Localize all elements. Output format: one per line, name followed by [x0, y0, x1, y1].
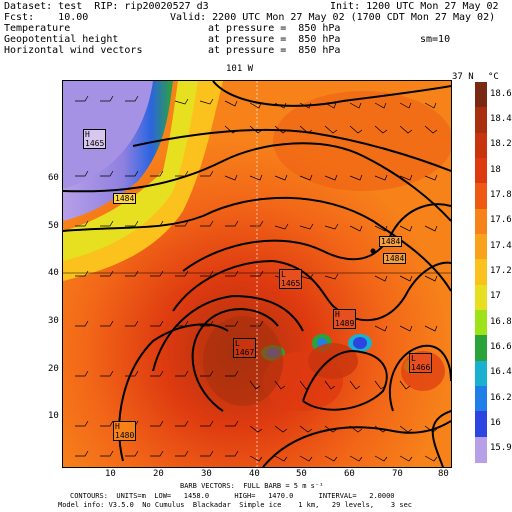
x-tick-20: 20 [153, 469, 164, 479]
height-label-1484-east-b: 1484 [383, 253, 407, 264]
height-label-h-1465: H 1465 [83, 129, 107, 149]
colorbar-swatch [475, 259, 487, 286]
colorbar-label: 16.2 [490, 392, 512, 403]
x-tick-70: 70 [392, 469, 403, 479]
colorbar-swatch [475, 132, 487, 159]
colorbar-label: 16.4 [490, 367, 512, 378]
colorbar-unit: °C [488, 72, 499, 82]
smoothing-label: sm=10 [420, 34, 451, 45]
colorbar-swatch [475, 436, 487, 463]
height-label-1484-west: 1484 [113, 193, 137, 204]
colorbar-swatch [475, 107, 487, 134]
x-tick-60: 60 [344, 469, 355, 479]
colorbar-swatch [475, 158, 487, 184]
colorbar-label: 17 [490, 291, 501, 302]
temperature-field [63, 81, 451, 467]
fcst-label: Fcst: 10.00 [4, 12, 89, 23]
colorbar-swatch [475, 284, 487, 311]
y-tick-60: 60 [48, 173, 59, 183]
init-label: Init: 1200 UTC Mon 27 May 02 [330, 1, 499, 12]
field-temperature-label: Temperature [4, 23, 71, 34]
colorbar-swatch [475, 335, 487, 362]
top-lon-label: 101 W [226, 64, 254, 74]
height-label-l-1467: L 1467 [233, 338, 257, 358]
colorbar-label: 16.8 [490, 316, 512, 327]
colorbar-label: 15.9 [490, 443, 512, 454]
colorbar-label: 18.6 [490, 88, 512, 99]
dataset-label: Dataset: test RIP: rip20020527 d3 [4, 1, 209, 12]
y-tick-20: 20 [48, 364, 59, 374]
colorbar-swatch [475, 386, 487, 412]
colorbar-label: 17.4 [490, 240, 512, 251]
colorbar-swatch [475, 360, 487, 387]
map-plot: H 1465 1484 1484 1484 L 1465 H 1489 L 14… [62, 80, 452, 468]
field-temperature-level: at pressure = 850 hPa [208, 23, 341, 34]
colorbar-swatch [475, 310, 487, 336]
x-tick-50: 50 [296, 469, 307, 479]
height-label-l-1466: L 1466 [409, 353, 433, 373]
colorbar-swatch [475, 411, 487, 438]
colorbar-swatch [475, 208, 487, 235]
barb-legend: BARB VECTORS: FULL BARB = 5 m s⁻¹ [180, 482, 324, 490]
height-label-h-1489: H 1489 [333, 309, 357, 329]
colorbar-swatch [475, 183, 487, 210]
height-contours [63, 81, 451, 467]
x-tick-80: 80 [438, 469, 449, 479]
colorbar-label: 16 [490, 418, 501, 428]
height-label-h-1480: H 1480 [113, 421, 137, 441]
valid-label: Valid: 2200 UTC Mon 27 May 02 (1700 CDT … [170, 12, 496, 23]
y-tick-40: 40 [48, 268, 59, 278]
x-tick-10: 10 [105, 469, 116, 479]
y-tick-30: 30 [48, 316, 59, 326]
contour-legend: CONTOURS: UNITS=m LOW= 1458.0 HIGH= 1470… [70, 492, 395, 500]
colorbar-label: 18.2 [490, 139, 512, 150]
field-wind-level: at pressure = 850 hPa [208, 45, 341, 56]
field-height-label: Geopotential height [4, 34, 119, 45]
colorbar-label: 18 [490, 164, 501, 175]
colorbar-label: 17.2 [490, 266, 512, 276]
field-height-level: at pressure = 850 hPa [208, 34, 341, 45]
colorbar-label: 17.8 [490, 190, 512, 200]
height-label-1484-east-a: 1484 [379, 236, 403, 247]
y-tick-50: 50 [48, 221, 59, 231]
colorbar-label: 16.6 [490, 342, 512, 352]
field-wind-label: Horizontal wind vectors [4, 45, 143, 56]
model-info: Model info: V3.5.0 No Cumulus Blackadar … [58, 501, 413, 509]
height-label-l-1465: L 1465 [279, 269, 303, 289]
x-tick-40: 40 [249, 469, 260, 479]
y-tick-10: 10 [48, 411, 59, 421]
colorbar-swatch [475, 82, 487, 108]
wind-barbs [75, 95, 438, 462]
x-tick-30: 30 [201, 469, 212, 479]
colorbar-swatch [475, 234, 487, 260]
top-lat-label: 37 N [452, 72, 474, 82]
colorbar-label: 18.4 [490, 114, 512, 124]
colorbar-label: 17.6 [490, 215, 512, 226]
